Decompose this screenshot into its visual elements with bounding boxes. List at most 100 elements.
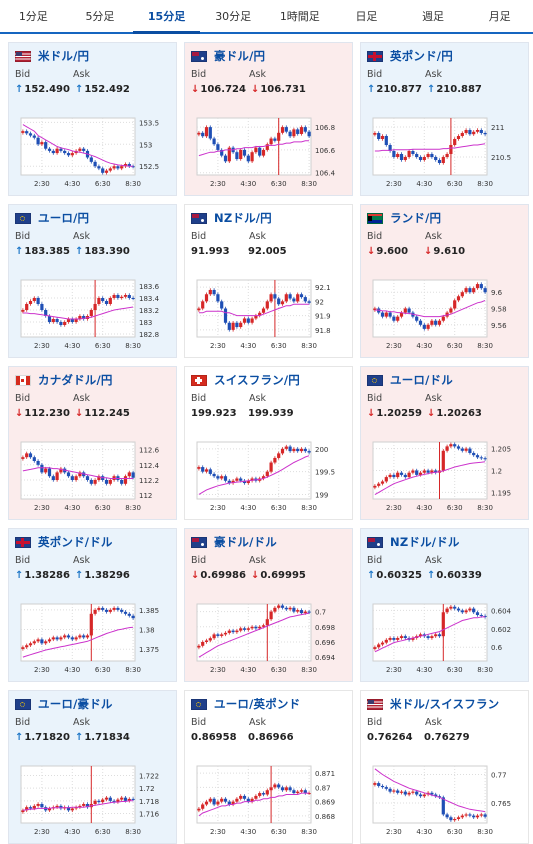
card-header: ユーロ/豪ドル (15, 696, 170, 712)
candlestick-chart[interactable]: 1.205 1.2 1.195 2:30 4:30 6:30 8:30 (371, 439, 521, 513)
x-tick-label: 6:30 (95, 504, 111, 512)
candle-body (456, 446, 461, 449)
candlestick-chart[interactable]: 0.604 0.602 0.6 2:30 4:30 6:30 8:30 (371, 601, 521, 675)
currency-card[interactable]: 英ポンド/円 Bid Ask ↑ 210.877 ↑ 210.887 211 210.5 2:30… (360, 42, 529, 196)
candle-body (479, 814, 483, 816)
candlestick-chart[interactable]: 0.871 0.87 0.869 0.868 2:30 4:30 6:30 8:30 (195, 763, 345, 837)
candle-body (464, 814, 468, 816)
candle-body (303, 790, 307, 794)
candlestick-chart[interactable]: 153.5 153 152.5 2:30 4:30 6:30 8:30 (19, 115, 169, 189)
pair-name[interactable]: NZドル/ドル (390, 535, 460, 549)
candle-body (472, 815, 476, 818)
candlestick-chart[interactable]: 106.8 106.6 106.4 2:30 4:30 6:30 8:30 (195, 115, 345, 189)
tab-timeframe-1[interactable]: 5分足 (85, 10, 115, 23)
x-tick-label: 6:30 (95, 828, 111, 836)
candle-body (21, 647, 25, 649)
candle-body (112, 800, 116, 803)
candle-body (460, 815, 464, 818)
pair-name[interactable]: 英ポンド/円 (390, 49, 453, 63)
pair-name[interactable]: ユーロ/英ポンド (214, 697, 301, 711)
currency-card[interactable]: NZドル/円 Bid Ask 91.993 92.005 92.1 92 91.9 91.8 2:… (184, 204, 353, 358)
pair-name[interactable]: NZドル/円 (214, 211, 272, 225)
ask-value: 0.86966 (248, 731, 294, 743)
candlestick-chart[interactable]: 1.385 1.38 1.375 2:30 4:30 6:30 8:30 (19, 601, 169, 675)
candlestick-chart[interactable]: 112.6 112.4 112.2 112 2:30 4:30 6:30 8:30 (19, 439, 169, 513)
candle-body (127, 798, 131, 801)
down-arrow-icon: ↓ (367, 407, 376, 419)
currency-card[interactable]: スイスフラン/円 Bid Ask 199.923 199.939 200 199.5 199 2… (184, 366, 353, 520)
tab-timeframe-2[interactable]: 15分足 (133, 0, 200, 34)
candle-body (85, 476, 90, 480)
candle-body (59, 805, 63, 809)
y-tick-label: 1.205 (491, 446, 511, 454)
pair-name[interactable]: ユーロ/豪ドル (38, 697, 113, 711)
price-labels: Bid Ask (367, 69, 522, 81)
candlestick-chart[interactable]: 200 199.5 199 2:30 4:30 6:30 8:30 (195, 439, 345, 513)
currency-card[interactable]: 米ドル/円 Bid Ask ↑ 152.490 ↑ 152.492 153.5 153 152.5… (8, 42, 177, 196)
candle-body (258, 147, 262, 156)
moving-average-line (198, 303, 310, 317)
currency-card[interactable]: ユーロ/円 Bid Ask ↑ 183.385 ↑ 183.390 183.6 183.4 183… (8, 204, 177, 358)
pair-name[interactable]: 英ポンド/ドル (38, 535, 113, 549)
y-tick-label: 0.871 (315, 770, 335, 778)
pair-name[interactable]: ユーロ/ドル (390, 373, 453, 387)
plot-area (20, 117, 136, 176)
x-tick-label: 6:30 (95, 666, 111, 674)
candle-body (127, 164, 131, 167)
pair-name[interactable]: 豪ドル/円 (214, 49, 266, 63)
currency-card[interactable]: ユーロ/英ポンド Bid Ask 0.86958 0.86966 0.871 0.87 0.8… (184, 690, 353, 844)
y-tick-label: 112.6 (139, 447, 160, 455)
candlestick-chart[interactable]: 0.7 0.698 0.696 0.694 2:30 4:30 6:30 8:30 (195, 601, 345, 675)
tab-timeframe-3[interactable]: 30分足 (215, 10, 252, 23)
x-tick-label: 6:30 (271, 180, 287, 188)
currency-card[interactable]: 豪ドル/円 Bid Ask ↓ 106.724 ↓ 106.731 106.8 106.6 106… (184, 42, 353, 196)
currency-card[interactable]: ユーロ/ドル Bid Ask ↓ 1.20259 ↓ 1.20263 1.205 1.2 1.19… (360, 366, 529, 520)
candle-body (434, 794, 438, 797)
candle-body (239, 628, 243, 631)
tab-timeframe-5[interactable]: 日足 (355, 10, 378, 23)
pair-name[interactable]: スイスフラン/円 (214, 373, 300, 387)
moving-average-line (22, 306, 134, 320)
candle-body (254, 147, 258, 153)
candle-body (415, 154, 419, 157)
pair-name[interactable]: ユーロ/円 (38, 211, 90, 225)
candle-body (483, 814, 487, 817)
bid-label: Bid (191, 555, 207, 566)
pair-name[interactable]: 米ドル/スイスフラン (390, 697, 500, 711)
currency-card[interactable]: 豪ドル/ドル Bid Ask ↓ 0.69986 ↓ 0.69995 0.7 0.698 0.69… (184, 528, 353, 682)
tab-timeframe-7[interactable]: 月足 (488, 10, 511, 23)
currency-card[interactable]: 英ポンド/ドル Bid Ask ↑ 1.38286 ↑ 1.38296 1.385 1.38 1.… (8, 528, 177, 682)
candle-body (82, 316, 86, 319)
pair-name[interactable]: ランド/円 (390, 211, 442, 225)
chart-svg: 1.385 1.38 1.375 2:30 4:30 6:30 8:30 (20, 603, 159, 674)
candlestick-chart[interactable]: 211 210.5 2:30 4:30 6:30 8:30 (371, 115, 521, 189)
candle-body (284, 787, 288, 791)
candlestick-chart[interactable]: 92.1 92 91.9 91.8 2:30 4:30 6:30 8:30 (195, 277, 345, 351)
candlestick-chart[interactable]: 1.722 1.72 1.718 1.716 2:30 4:30 6:30 8:30 (19, 763, 169, 837)
ask-label: Ask (425, 69, 442, 80)
candle-body (426, 324, 430, 329)
tab-timeframe-4[interactable]: 1時間足 (279, 10, 320, 23)
ask-value: 106.731 (260, 83, 306, 95)
currency-card[interactable]: NZドル/ドル Bid Ask ↑ 0.60325 ↑ 0.60339 0.604 0.602 0… (360, 528, 529, 682)
currency-card[interactable]: カナダドル/円 Bid Ask ↓ 112.230 ↓ 112.245 112.6 112.4 1… (8, 366, 177, 520)
pair-name[interactable]: 米ドル/円 (38, 49, 90, 63)
candle-body (216, 294, 220, 302)
candlestick-chart[interactable]: 0.77 0.765 2:30 4:30 6:30 8:30 (371, 763, 521, 837)
price-values: ↓ 1.20259 ↓ 1.20263 (367, 406, 522, 420)
candlestick-chart[interactable]: 9.6 9.58 9.56 2:30 4:30 6:30 8:30 (371, 277, 521, 351)
pair-name[interactable]: 豪ドル/ドル (214, 535, 277, 549)
candle-body (104, 301, 109, 304)
candlestick-chart[interactable]: 183.6 183.4 183.2 183 182.8 2:30 4:30 6:30 8:30 (19, 277, 169, 351)
currency-card[interactable]: ユーロ/豪ドル Bid Ask ↑ 1.71820 ↑ 1.71834 1.722 1.72 1.… (8, 690, 177, 844)
tab-timeframe-0[interactable]: 1分足 (18, 10, 48, 23)
pair-name[interactable]: カナダドル/円 (38, 373, 113, 387)
up-arrow-icon: ↑ (15, 569, 24, 581)
candle-body (269, 787, 273, 791)
tab-timeframe-6[interactable]: 週足 (422, 10, 445, 23)
currency-card[interactable]: ランド/円 Bid Ask ↓ 9.600 ↓ 9.610 9.6 9.58 9.56 2:30 4:… (360, 204, 529, 358)
candle-body (55, 148, 59, 154)
currency-card[interactable]: 米ドル/スイスフラン Bid Ask 0.76264 0.76279 0.77 0.765 2… (360, 690, 529, 844)
candle-body (296, 129, 300, 134)
candle-body (250, 798, 254, 802)
